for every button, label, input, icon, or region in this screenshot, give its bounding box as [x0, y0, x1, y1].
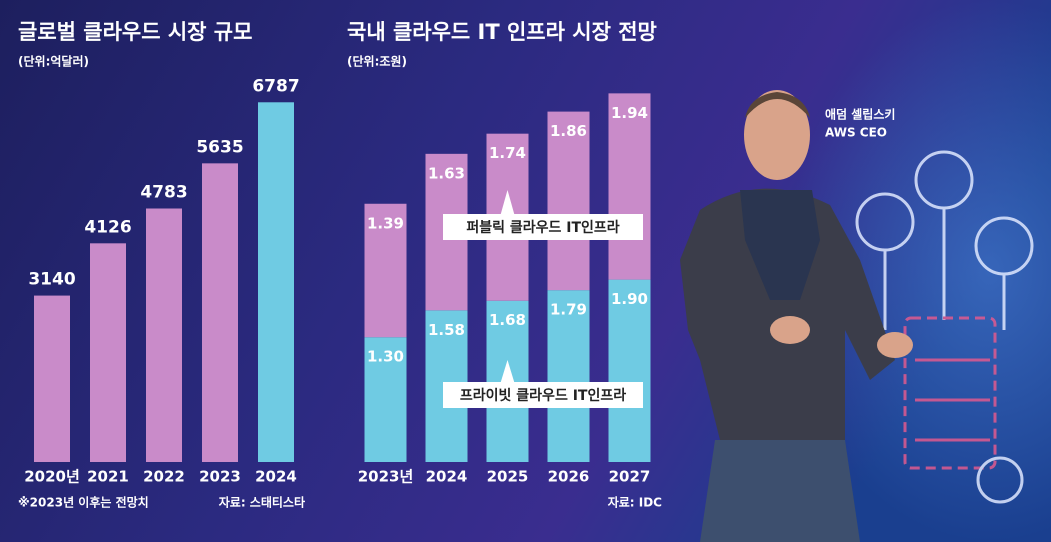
bar: [34, 295, 70, 462]
value-label: 1.58: [428, 321, 465, 339]
bar: [202, 163, 238, 462]
x-tick-label: 2022: [143, 468, 185, 486]
bar-segment: [608, 279, 651, 462]
photo-name: 애덤 셀립스키: [825, 107, 895, 122]
legend-callout: 프라이빗 클라우드 IT인프라: [443, 360, 643, 408]
legend-label: 프라이빗 클라우드 IT인프라: [460, 387, 626, 404]
x-tick-label: 2021: [87, 468, 129, 486]
bar-segment: [608, 93, 651, 280]
chart-subtitle: (단위:조원): [347, 54, 407, 69]
bar-segment: [547, 290, 590, 462]
x-tick-label: 2024: [255, 468, 297, 486]
callout-pointer: [500, 190, 515, 215]
chart-title: 국내 클라우드 IT 인프라 시장 전망: [347, 20, 657, 44]
chart-subtitle: (단위:억달러): [18, 54, 89, 69]
chart-title: 글로벌 클라우드 시장 규모: [18, 20, 252, 44]
value-label: 1.74: [489, 144, 526, 162]
bar: [258, 102, 294, 462]
value-label: 1.30: [367, 348, 404, 366]
x-tick-label: 2023: [199, 468, 241, 486]
x-tick-label: 2025: [487, 468, 529, 486]
value-label: 4126: [84, 217, 131, 237]
value-label: 6787: [252, 76, 299, 96]
legend-box: [443, 214, 643, 240]
legend-callout: 퍼블릭 클라우드 IT인프라: [443, 190, 643, 240]
bar: [90, 243, 126, 462]
value-label: 1.39: [367, 214, 404, 232]
source: 자료: IDC: [608, 495, 662, 510]
value-label: 3140: [28, 270, 75, 290]
legend-label: 퍼블릭 클라우드 IT인프라: [466, 219, 619, 236]
value-label: 5635: [196, 137, 243, 157]
bar: [146, 208, 182, 462]
value-label: 4783: [140, 183, 187, 203]
x-tick-label: 2023년: [358, 468, 414, 486]
x-tick-label: 2024: [426, 468, 468, 486]
x-tick-label: 2027: [609, 468, 651, 486]
x-tick-label: 2026: [548, 468, 590, 486]
value-label: 1.79: [550, 301, 587, 319]
value-label: 1.90: [611, 290, 648, 308]
note: ※2023년 이후는 전망치: [18, 495, 149, 510]
value-label: 1.63: [428, 164, 465, 182]
photo-role: AWS CEO: [825, 126, 887, 140]
presenter: [680, 90, 913, 542]
legend-box: [443, 382, 643, 408]
x-tick-label: 2020년: [24, 468, 80, 486]
stage-graphics: [855, 150, 1034, 504]
value-label: 1.86: [550, 122, 587, 140]
bar-segment: [364, 203, 407, 338]
value-label: 1.68: [489, 311, 526, 329]
bar-segment: [364, 337, 407, 462]
source: 자료: 스태티스타: [219, 495, 305, 510]
value-label: 1.94: [611, 104, 648, 122]
bar-segment: [547, 111, 590, 291]
callout-pointer: [500, 360, 515, 383]
